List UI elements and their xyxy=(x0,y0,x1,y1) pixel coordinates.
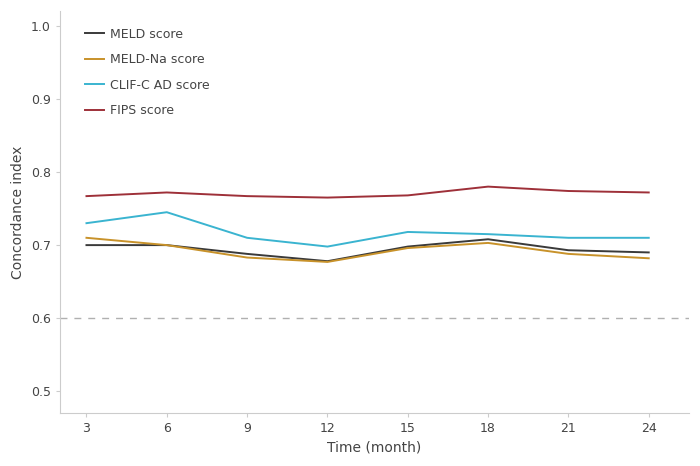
MELD score xyxy=(645,250,653,255)
MELD score xyxy=(564,247,573,253)
CLIF-C AD score xyxy=(404,229,412,235)
MELD score xyxy=(484,236,492,242)
CLIF-C AD score xyxy=(564,235,573,240)
Line: MELD score: MELD score xyxy=(87,239,649,261)
CLIF-C AD score xyxy=(645,235,653,240)
MELD score xyxy=(243,251,251,257)
Y-axis label: Concordance index: Concordance index xyxy=(11,145,25,279)
Line: CLIF-C AD score: CLIF-C AD score xyxy=(87,212,649,247)
MELD score xyxy=(323,259,332,264)
MELD-Na score xyxy=(243,255,251,260)
CLIF-C AD score xyxy=(243,235,251,240)
Line: MELD-Na score: MELD-Na score xyxy=(87,238,649,262)
CLIF-C AD score xyxy=(83,220,91,226)
MELD-Na score xyxy=(83,235,91,240)
Legend: MELD score, MELD-Na score, CLIF-C AD score, FIPS score: MELD score, MELD-Na score, CLIF-C AD sco… xyxy=(78,21,216,123)
MELD-Na score xyxy=(323,259,332,265)
MELD-Na score xyxy=(564,251,573,257)
CLIF-C AD score xyxy=(162,209,171,215)
CLIF-C AD score xyxy=(484,231,492,237)
MELD score xyxy=(404,244,412,249)
FIPS score xyxy=(564,188,573,194)
FIPS score xyxy=(404,192,412,198)
MELD-Na score xyxy=(645,255,653,261)
X-axis label: Time (month): Time (month) xyxy=(327,441,421,455)
FIPS score xyxy=(83,193,91,199)
MELD-Na score xyxy=(162,242,171,248)
MELD score xyxy=(162,242,171,248)
FIPS score xyxy=(243,193,251,199)
Line: FIPS score: FIPS score xyxy=(87,186,649,198)
MELD score xyxy=(83,242,91,248)
FIPS score xyxy=(484,184,492,189)
FIPS score xyxy=(162,190,171,195)
MELD-Na score xyxy=(484,240,492,246)
FIPS score xyxy=(645,190,653,195)
MELD-Na score xyxy=(404,245,412,251)
FIPS score xyxy=(323,195,332,200)
CLIF-C AD score xyxy=(323,244,332,249)
